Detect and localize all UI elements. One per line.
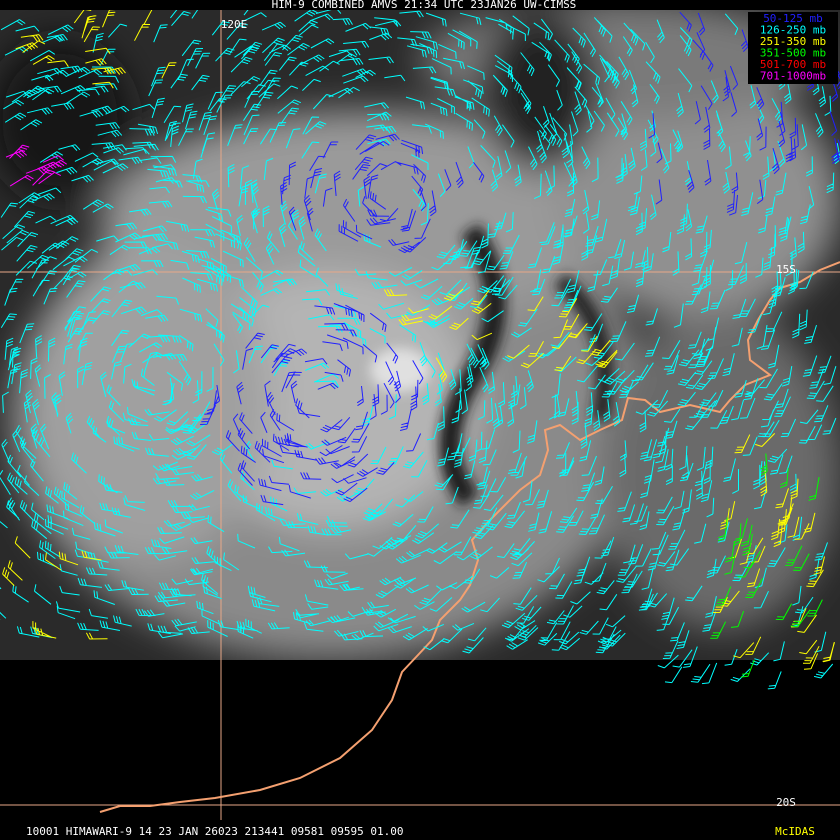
wind-barb-group [710,453,823,678]
legend-entry: 501-700 mb [760,58,826,71]
wind-barb-group [0,0,840,690]
legend-entry: 126-250 mb [760,24,826,37]
title-bar [0,0,840,10]
legend-entry: 701-1000mb [760,70,826,83]
legend-entry: 251-350 mb [760,35,826,48]
legend-box [748,12,838,84]
map-title: HIM-9 COMBINED AMVS 21:34 UTC 23JAN26 UW… [272,0,577,11]
coastline [99,261,840,813]
legend-entry: 50-125 mb [763,12,823,25]
legend-entry: 351-500 mb [760,47,826,60]
latitude-label: 15S [776,263,796,276]
wind-barbs [0,0,840,690]
wind-barb-group [2,5,835,670]
longitude-label: 120E [221,18,248,31]
footer-brand: McIDAS [775,825,815,838]
latitude-label: 20S [776,796,796,809]
wind-barb-group [5,144,67,187]
wind-barb-group [200,11,840,506]
footer-info: 10001 HIMAWARI-9 14 23 JAN 26023 213441 … [26,825,404,838]
